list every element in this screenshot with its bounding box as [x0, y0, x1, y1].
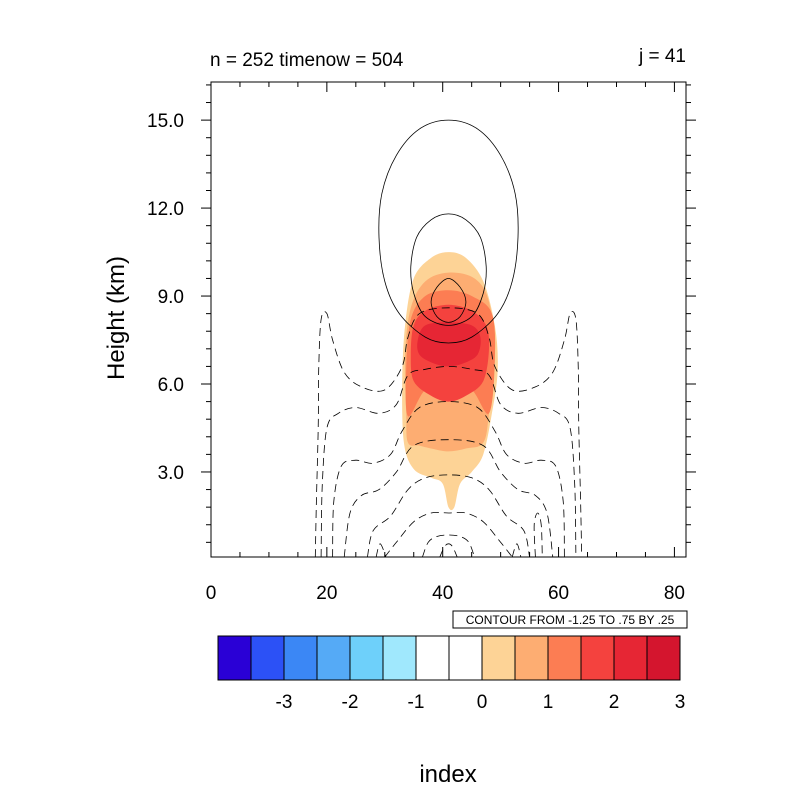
colorbar-swatch	[283, 635, 318, 681]
negative-contour-11	[533, 512, 543, 557]
y-tick-label: 6.0	[158, 375, 184, 396]
x-tick-label: 60	[548, 583, 569, 604]
negative-contour-4	[343, 439, 554, 557]
x-tick-label: 80	[664, 583, 685, 604]
title-left: n = 252 timenow = 504	[210, 50, 404, 71]
colorbar-swatch	[646, 635, 681, 681]
colorbar-label: -2	[342, 692, 359, 713]
x-tick-label: 20	[316, 583, 337, 604]
colorbar-label: 2	[609, 692, 620, 713]
plot-frame	[210, 81, 687, 558]
colorbar-swatch	[349, 635, 384, 681]
negative-contour-1	[314, 307, 583, 557]
y-tick-label: 12.0	[147, 199, 184, 220]
filled-level-5	[417, 322, 481, 367]
positive-contour-1	[378, 119, 519, 344]
colorbar-swatch	[316, 635, 351, 681]
x-tick-label: 0	[206, 583, 217, 604]
colorbar-swatch	[415, 635, 450, 681]
contour-info-text: CONTOUR FROM -1.25 TO .75 BY .25	[466, 613, 675, 627]
x-tick-label: 40	[432, 583, 453, 604]
negative-contour-2	[320, 365, 577, 557]
y-tick-label: 15.0	[147, 111, 184, 132]
colorbar-swatch	[250, 635, 285, 681]
positive-contour-3	[430, 278, 467, 323]
title-right: j = 41	[638, 46, 686, 67]
colorbar: -3 -2 -1 0 1 2 3	[217, 635, 686, 713]
colorbar-swatch	[547, 635, 582, 681]
colorbar-swatch	[217, 635, 252, 681]
negative-contour-8	[422, 534, 475, 557]
y-tick-label: 9.0	[158, 287, 184, 308]
colorbar-label: 3	[675, 692, 686, 713]
contour-lines	[314, 119, 583, 557]
x-axis-label: index	[419, 761, 476, 788]
negative-contour-6	[384, 511, 513, 557]
colorbar-label: 1	[543, 692, 554, 713]
colorbar-swatch	[514, 635, 549, 681]
colorbar-swatch	[382, 635, 417, 681]
colorbar-label: 0	[477, 692, 488, 713]
y-tick-label: 3.0	[158, 463, 184, 484]
negative-contour-9	[439, 543, 458, 557]
y-axis-label: Height (km)	[103, 256, 130, 380]
negative-contour-7	[375, 543, 387, 557]
colorbar-label: -1	[408, 692, 425, 713]
positive-contour-2	[410, 213, 487, 326]
colorbar-swatch	[580, 635, 615, 681]
negative-contour-10	[511, 543, 522, 557]
colorbar-label: -3	[276, 692, 293, 713]
contour-info-box: CONTOUR FROM -1.25 TO .75 BY .25	[452, 610, 688, 629]
colorbar-swatch	[613, 635, 648, 681]
colorbar-swatch	[481, 635, 516, 681]
filled-contours	[402, 252, 498, 511]
colorbar-swatch	[448, 635, 483, 681]
axis-ticks: 0 20 40 60 80 3.0 6.0 9.0 12.0 15.0	[147, 82, 696, 604]
negative-contour-5	[367, 474, 530, 557]
